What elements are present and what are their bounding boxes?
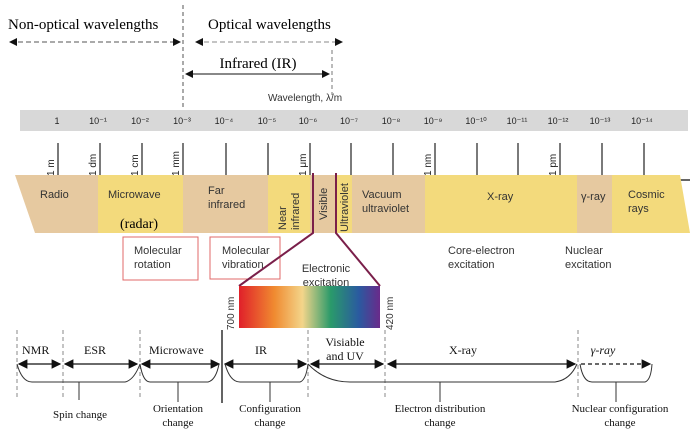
band-cosmic-1: Cosmic [628,189,665,201]
orientation-label-1: Orientation [153,403,204,415]
band-far-ir-2: infrared [208,199,245,211]
power-label: 10⁻¹⁰ [465,116,487,126]
unit-label: 1 μm [298,154,309,176]
band-near-ir-1: Near [277,206,289,230]
power-label: 10⁻¹ [89,116,107,126]
band-gamma: γ-ray [581,191,606,203]
ir-label: IR [255,343,267,357]
unit-label: 1 mm [171,151,182,176]
band-radio: Radio [40,189,69,201]
vibration-label-2: vibration [222,259,264,271]
band-segment-radio [15,175,98,233]
band-segment-cosmic [612,175,690,233]
power-label: 10⁻⁶ [299,116,318,126]
power-label: 1 [54,116,59,126]
band-xray: X-ray [487,191,514,203]
vibration-label-1: Molecular [222,245,270,257]
band-far-ir-1: Far [208,185,225,197]
power-label: 10⁻⁹ [424,116,443,126]
region-dividers [16,330,579,400]
unit-label: 1 cm [130,154,141,176]
power-label: 10⁻¹¹ [507,116,528,126]
xray-label: X-ray [449,343,477,357]
electron-distribution-label-2: change [424,417,455,429]
non-optical-label: Non-optical wavelengths [8,17,159,33]
visible-uv-label-2: and UV [326,349,364,363]
unit-label: 1 nm [423,154,434,176]
power-label: 10⁻³ [173,116,191,126]
band-segment-microwave [98,175,183,233]
nuclear-configuration-label-1: Nuclear configuration [572,403,669,415]
unit-label: 1 m [46,159,57,176]
optical-label: Optical wavelengths [208,17,331,33]
electron-distribution-label-1: Electron distribution [395,403,486,415]
core-electron-label-2: excitation [448,259,494,271]
visible-left-line [238,173,314,287]
band-ultraviolet: Ultraviolet [339,183,351,232]
nuclear-label-2: excitation [565,259,611,271]
molecular-vibration-box [209,236,281,280]
wavelength-axis-title: Wavelength, λ/m [268,93,342,104]
orientation-label-2: change [162,417,193,429]
band-segment-far-infrared [183,175,268,233]
power-label: 10⁻⁵ [258,116,277,126]
unit-label: 1 dm [88,154,99,176]
band-segment-visible [310,175,336,233]
infrared-label: Infrared (IR) [219,56,296,72]
power-label: 10⁻⁴ [215,116,234,126]
visible-right-line [335,173,381,287]
power-scale-bar [20,110,688,131]
core-electron-label-1: Core-electron [448,245,515,257]
power-label: 10⁻⁸ [382,116,401,126]
power-label: 10⁻⁷ [340,116,358,126]
nmr-label: NMR [22,343,49,357]
spin-change-label: Spin change [53,409,107,421]
nuclear-configuration-label-2: change [604,417,635,429]
configuration-label-2: change [254,417,285,429]
power-label: 10⁻¹⁴ [631,116,653,126]
band-microwave: Microwave [108,189,161,201]
band-vuv-1: Vacuum [362,189,402,201]
power-label: 10⁻² [131,116,149,126]
visible-spectrum [239,286,380,328]
band-near-ir-2: infrared [290,193,302,230]
electronic-label-1: Electronic [302,263,351,275]
nuclear-label-1: Nuclear [565,245,603,257]
gamma-label: γ-ray [591,343,616,357]
unit-label: 1 pm [548,154,559,176]
microwave-label: Microwave [149,343,204,357]
rotation-label-1: Molecular [134,245,182,257]
420nm-label: 420 nm [385,297,396,330]
power-label: 10⁻¹³ [590,116,611,126]
band-visible: Visible [318,188,330,220]
band-segment-xray [425,175,577,233]
configuration-label-1: Configuration [239,403,301,415]
band-vuv-2: ultraviolet [362,203,409,215]
radar-label: (radar) [120,217,158,232]
visible-uv-label-1: Visiable [325,335,364,349]
band-segment-near-infrared [268,175,310,233]
band-segment-ultraviolet [336,175,352,233]
700nm-label: 700 nm [226,297,237,330]
range-braces [16,363,653,402]
band-segment-gamma [577,175,612,233]
molecular-rotation-box [122,236,199,281]
esr-label: ESR [84,343,106,357]
band-cosmic-2: rays [628,203,649,215]
power-label: 10⁻¹² [548,116,569,126]
band-segment-vacuum-uv [352,175,425,233]
rotation-label-2: rotation [134,259,171,271]
